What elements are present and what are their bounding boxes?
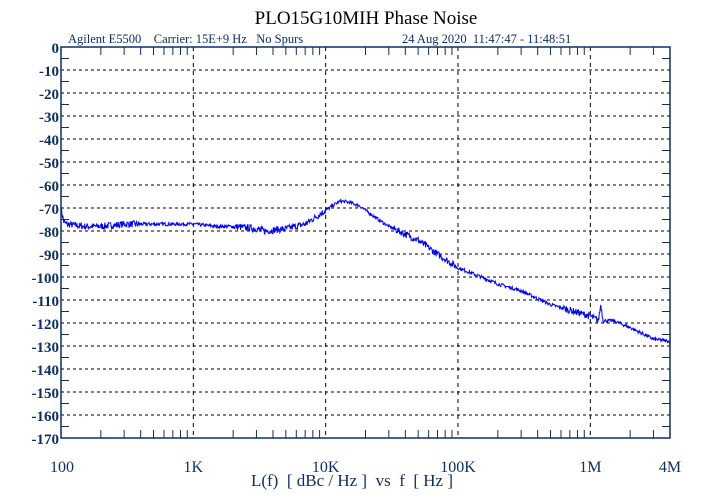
x-tick-label: 100K <box>440 459 476 476</box>
axis-ticks <box>61 47 670 438</box>
x-tick-label: 1M <box>579 459 601 476</box>
x-tick-labels: 100 1K 10K 100K 1M 4M <box>50 459 681 476</box>
y-tick-label: -110 <box>32 294 59 310</box>
y-tick-label: -30 <box>39 110 59 126</box>
y-tick-label: -140 <box>32 363 60 379</box>
y-tick-labels: 0 -10 -20 -30 -40 -50 -60 -70 -80 -90 -100 -110 -120… <box>32 41 60 448</box>
x-tick-label: 10K <box>312 459 340 476</box>
y-tick-label: -80 <box>39 225 59 241</box>
y-tick-label: 0 <box>52 41 60 57</box>
y-tick-label: -20 <box>39 87 59 103</box>
x-tick-label: 100 <box>50 459 74 476</box>
x-tick-label: 4M <box>659 459 681 476</box>
y-tick-label: -160 <box>32 409 60 425</box>
y-tick-label: -60 <box>39 179 59 195</box>
phase-noise-trace <box>60 198 671 345</box>
y-tick-label: -130 <box>32 340 60 356</box>
y-tick-label: -90 <box>39 248 59 264</box>
chart-subtitle-right: 24 Aug 2020 11:47:47 - 11:48:51 <box>402 32 571 46</box>
y-tick-label: -10 <box>39 64 59 80</box>
y-tick-label: -100 <box>32 271 60 287</box>
y-tick-label: -70 <box>39 202 59 218</box>
grid <box>61 47 670 438</box>
plot-frame <box>60 46 671 439</box>
y-tick-label: -170 <box>32 432 60 448</box>
y-tick-label: -40 <box>39 133 59 149</box>
x-axis-label: L(f) [ dBc / Hz ] vs f [ Hz ] <box>251 471 453 490</box>
x-tick-label: 1K <box>184 459 204 476</box>
chart-subtitle-left: Agilent E5500 Carrier: 15E+9 Hz No Spurs <box>68 32 303 46</box>
y-tick-label: -150 <box>32 386 60 402</box>
y-tick-label: -50 <box>39 156 59 172</box>
chart-title: PLO15G10MIH Phase Noise <box>255 8 478 29</box>
y-tick-label: -120 <box>32 317 60 333</box>
